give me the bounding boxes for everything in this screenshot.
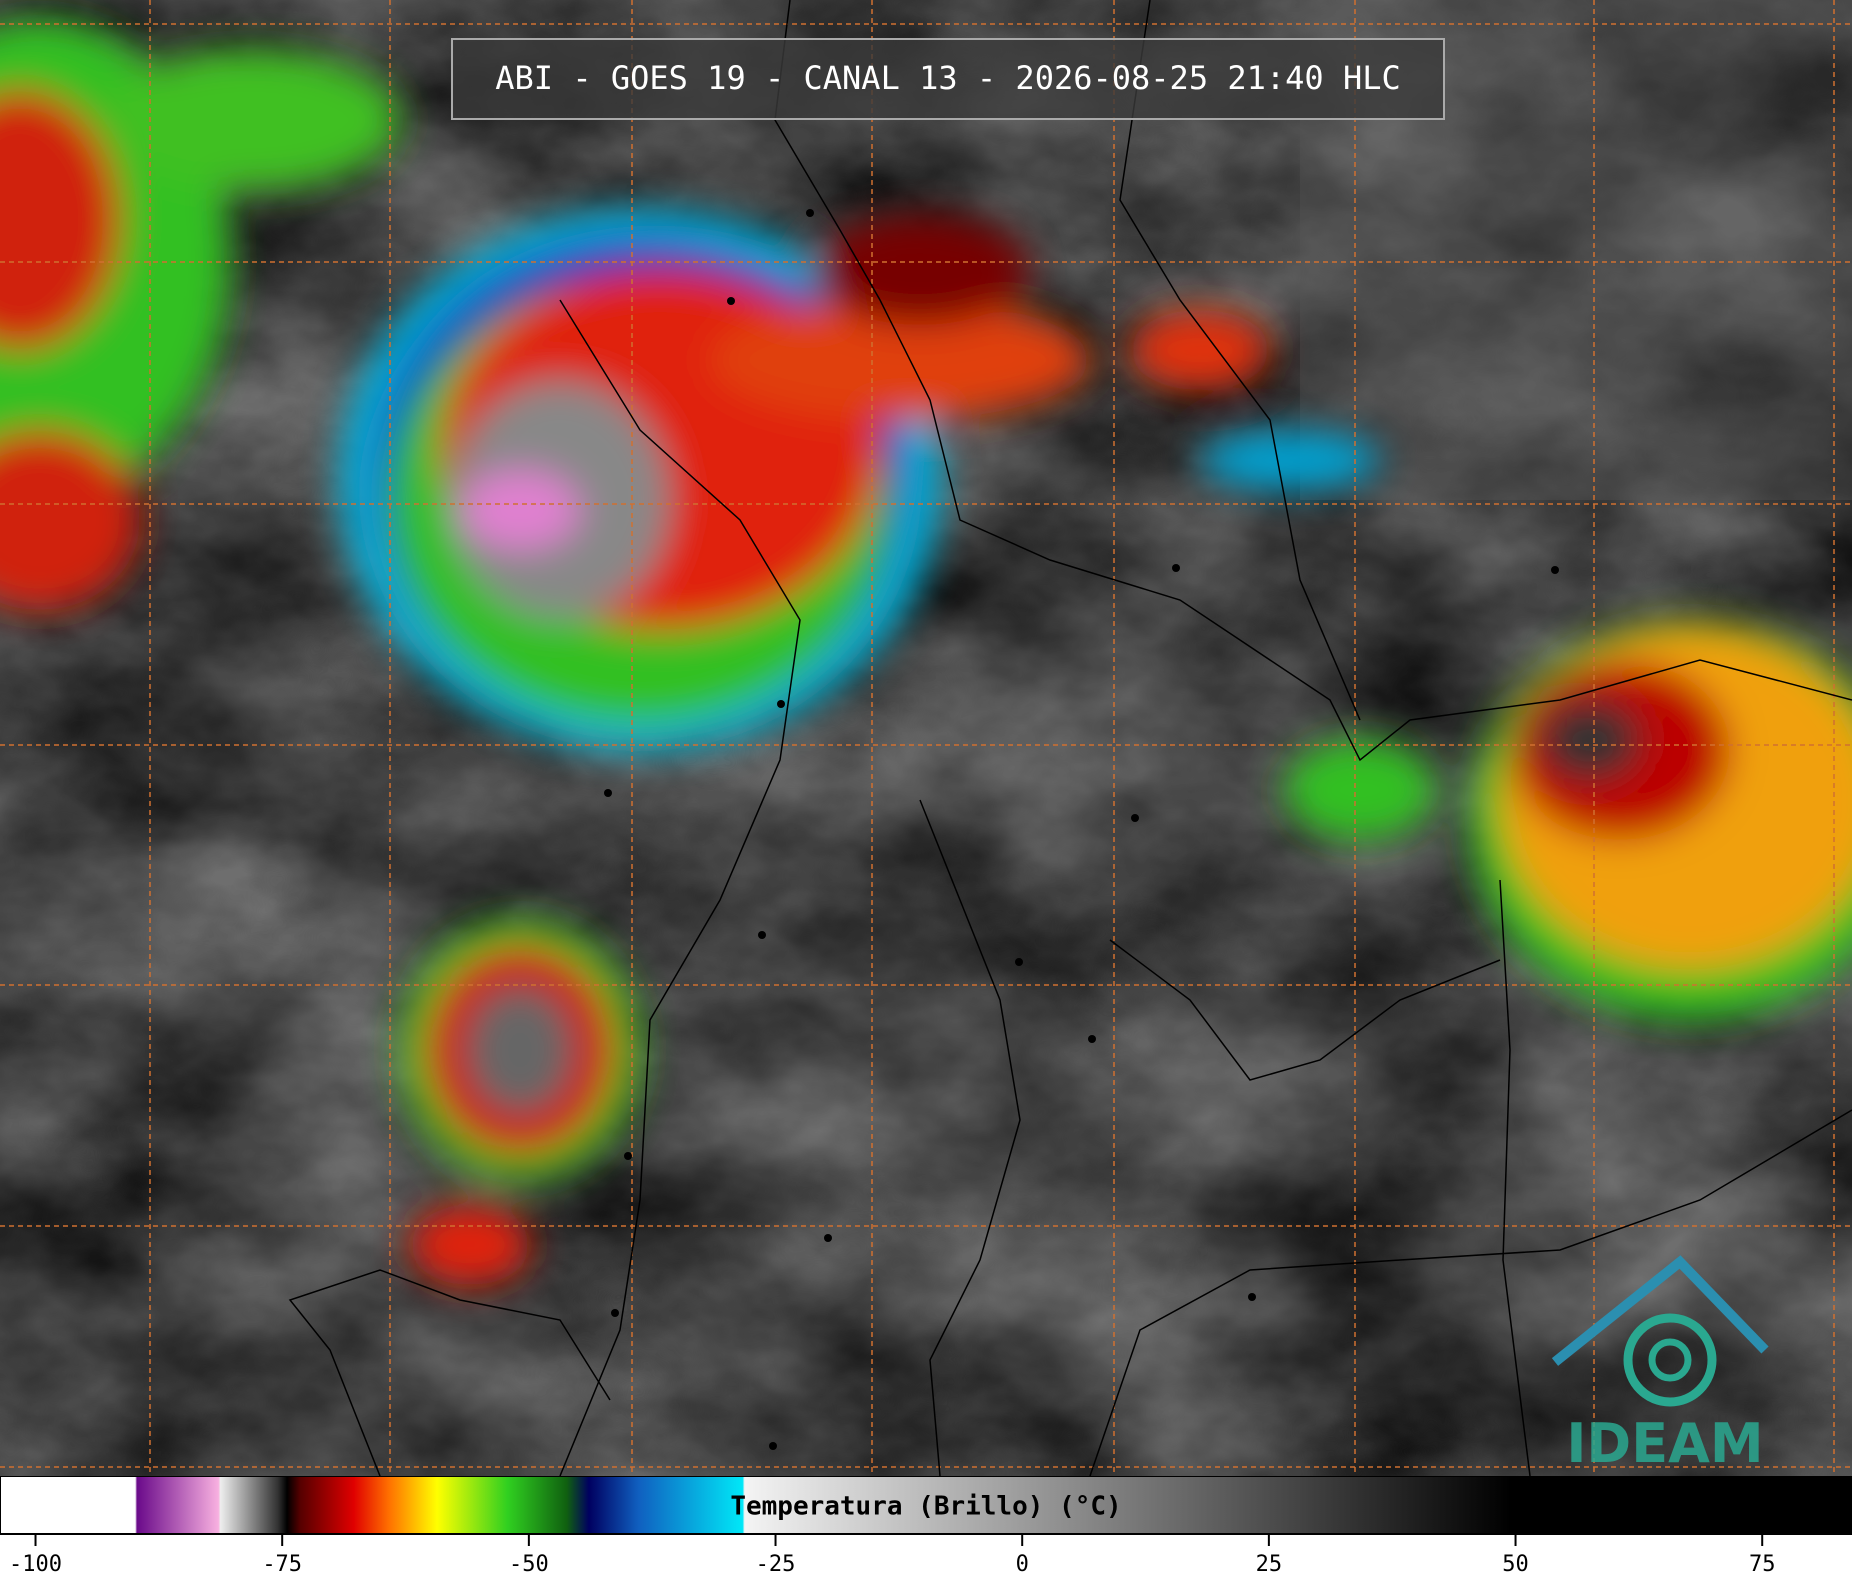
tick-label: 0: [1016, 1552, 1029, 1577]
title-box: ABI - GOES 19 - CANAL 13 - 2026-08-25 21…: [451, 38, 1445, 120]
tick-label: 50: [1502, 1552, 1529, 1577]
logo: IDEAM: [1551, 1255, 1769, 1475]
colorbar: Temperatura (Brillo) (°C) -100 -75 -50 -25 0…: [0, 1476, 1852, 1577]
tick-label: -25: [756, 1552, 796, 1577]
lat-lon-grid: [0, 0, 1852, 1476]
borders: [288, 0, 1852, 1476]
tick-label: -50: [509, 1552, 549, 1577]
storm-cells: [0, 20, 1852, 1285]
tick-label: -100: [9, 1552, 62, 1577]
logo-text: IDEAM: [1566, 1412, 1763, 1475]
tick-label: -75: [262, 1552, 302, 1577]
title: ABI - GOES 19 - CANAL 13 - 2026-08-25 21…: [495, 59, 1400, 97]
satellite-map: IDEAM ABI - GOES 19 - CANAL 13 - 2026-08…: [0, 0, 1852, 1476]
tick-label: 75: [1749, 1552, 1776, 1577]
tick-label: 25: [1256, 1552, 1283, 1577]
colorbar-label: Temperatura (Brillo) (°C): [730, 1492, 1121, 1522]
cities: [604, 209, 1559, 1450]
